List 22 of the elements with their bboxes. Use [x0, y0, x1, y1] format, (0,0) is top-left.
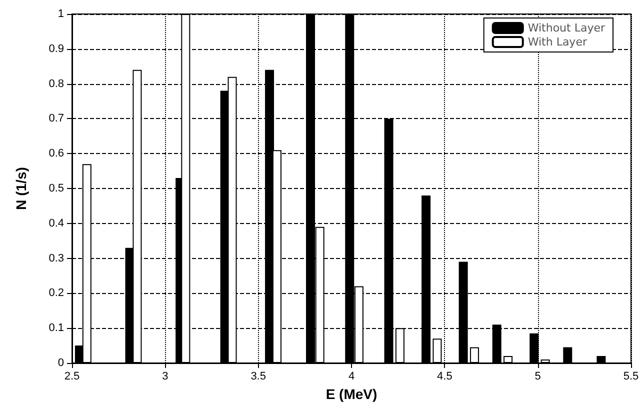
y-tick-label: 0.6 — [48, 148, 64, 160]
y-axis-title: N (1/s) — [13, 167, 29, 210]
y-tick-label: 0.1 — [48, 322, 64, 334]
legend-label: Without Layer — [528, 22, 606, 34]
y-tick-label: 0.8 — [48, 78, 64, 90]
legend-label: With Layer — [528, 36, 588, 48]
x-tick-label: 2.5 — [64, 370, 80, 382]
y-tick-label: 0.9 — [48, 42, 64, 55]
y-tick-label: 0.2 — [48, 287, 64, 300]
y-tick-label: 0.3 — [48, 252, 64, 264]
x-tick-label: 4.5 — [437, 370, 452, 382]
y-tick-label: 0 — [58, 357, 64, 369]
y-tick-label: 0.7 — [48, 112, 64, 125]
y-tick-label: 1 — [58, 8, 64, 20]
x-tick-label: 3 — [162, 370, 168, 382]
x-tick-label: 5 — [534, 370, 541, 382]
x-axis-title: E (MeV) — [326, 386, 378, 402]
x-tick-label: 5.5 — [623, 370, 639, 382]
x-tick-label: 3.5 — [250, 370, 266, 382]
y-tick-label: 0.4 — [48, 217, 64, 230]
x-tick-label: 4 — [348, 370, 355, 382]
y-tick-label: 0.5 — [48, 182, 64, 194]
